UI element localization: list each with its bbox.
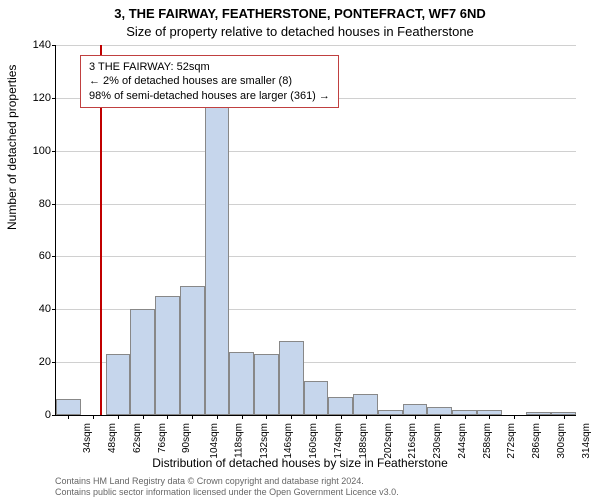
x-tick-label: 132sqm: [258, 423, 269, 459]
y-tick: [52, 415, 56, 416]
x-tick-label: 188sqm: [358, 423, 369, 459]
histogram-bar: [106, 354, 131, 415]
y-tick-label: 20: [39, 356, 51, 368]
histogram-bar: [353, 394, 378, 415]
title-line-1: 3, THE FAIRWAY, FEATHERSTONE, PONTEFRACT…: [0, 6, 600, 21]
y-tick-label: 140: [33, 39, 51, 51]
y-tick: [52, 204, 56, 205]
x-tick-label: 286sqm: [531, 423, 542, 459]
x-tick-label: 62sqm: [132, 423, 143, 453]
histogram-bar: [254, 354, 279, 415]
chart-container: 3, THE FAIRWAY, FEATHERSTONE, PONTEFRACT…: [0, 0, 600, 500]
x-tick: [93, 415, 94, 419]
x-tick: [242, 415, 243, 419]
x-tick: [514, 415, 515, 419]
x-tick-label: 104sqm: [209, 423, 220, 459]
x-axis-label: Distribution of detached houses by size …: [0, 456, 600, 470]
x-tick-label: 258sqm: [481, 423, 492, 459]
info-line-2: ← 2% of detached houses are smaller (8): [89, 74, 330, 88]
x-tick-label: 48sqm: [107, 423, 118, 453]
y-tick-label: 100: [33, 145, 51, 157]
x-tick-label: 160sqm: [308, 423, 319, 459]
footer-line-1: Contains HM Land Registry data © Crown c…: [55, 476, 585, 487]
x-tick: [539, 415, 540, 419]
x-tick: [118, 415, 119, 419]
x-tick: [440, 415, 441, 419]
x-tick-label: 76sqm: [157, 423, 168, 453]
histogram-bar: [56, 399, 81, 415]
gridline: [56, 151, 576, 152]
gridline: [56, 256, 576, 257]
y-tick: [52, 98, 56, 99]
y-tick: [52, 45, 56, 46]
gridline: [56, 45, 576, 46]
x-tick: [465, 415, 466, 419]
histogram-bar: [403, 404, 428, 415]
histogram-bar: [130, 309, 155, 415]
x-tick: [68, 415, 69, 419]
x-tick-label: 300sqm: [556, 423, 567, 459]
x-tick-label: 90sqm: [181, 423, 192, 453]
histogram-bar: [205, 103, 230, 415]
histogram-bar: [229, 352, 254, 415]
histogram-bar: [180, 286, 205, 416]
info-line-3: 98% of semi-detached houses are larger (…: [89, 89, 330, 103]
histogram-bar: [328, 397, 353, 416]
footer-line-2: Contains public sector information licen…: [55, 487, 585, 498]
x-tick: [341, 415, 342, 419]
x-tick: [489, 415, 490, 419]
x-tick: [143, 415, 144, 419]
x-tick-label: 174sqm: [333, 423, 344, 459]
x-tick-label: 216sqm: [407, 423, 418, 459]
x-tick: [316, 415, 317, 419]
plot-area: 3 THE FAIRWAY: 52sqm ← 2% of detached ho…: [55, 45, 576, 416]
y-tick: [52, 256, 56, 257]
y-tick-label: 0: [45, 409, 51, 421]
x-tick-label: 230sqm: [432, 423, 443, 459]
x-tick: [564, 415, 565, 419]
x-tick: [390, 415, 391, 419]
x-tick: [266, 415, 267, 419]
histogram-bar: [427, 407, 452, 415]
title-line-2: Size of property relative to detached ho…: [0, 24, 600, 39]
x-tick: [415, 415, 416, 419]
x-tick-label: 118sqm: [233, 423, 244, 458]
footer-text: Contains HM Land Registry data © Crown c…: [55, 476, 585, 498]
y-tick: [52, 309, 56, 310]
y-tick: [52, 362, 56, 363]
y-axis-label: Number of detached properties: [5, 65, 19, 230]
x-tick: [217, 415, 218, 419]
info-box: 3 THE FAIRWAY: 52sqm ← 2% of detached ho…: [80, 55, 339, 108]
x-tick: [291, 415, 292, 419]
x-tick-label: 272sqm: [506, 423, 517, 459]
x-tick-label: 202sqm: [382, 423, 393, 459]
y-tick-label: 80: [39, 198, 51, 210]
y-tick: [52, 151, 56, 152]
histogram-bar: [304, 381, 329, 415]
histogram-bar: [155, 296, 180, 415]
x-tick-label: 244sqm: [457, 423, 468, 459]
x-tick: [366, 415, 367, 419]
x-tick-label: 146sqm: [283, 423, 294, 459]
y-tick-label: 40: [39, 303, 51, 315]
histogram-bar: [279, 341, 304, 415]
info-line-1: 3 THE FAIRWAY: 52sqm: [89, 60, 330, 74]
x-tick-label: 314sqm: [580, 423, 591, 459]
x-tick: [192, 415, 193, 419]
x-tick: [167, 415, 168, 419]
x-tick-label: 34sqm: [82, 423, 93, 453]
y-tick-label: 120: [33, 92, 51, 104]
y-tick-label: 60: [39, 250, 51, 262]
gridline: [56, 204, 576, 205]
